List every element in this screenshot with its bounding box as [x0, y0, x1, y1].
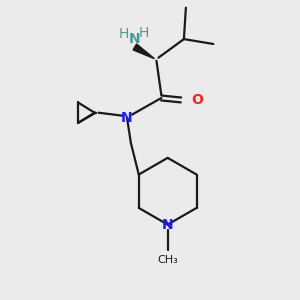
- Text: N: N: [129, 32, 141, 46]
- Text: N: N: [162, 218, 173, 232]
- Text: O: O: [191, 93, 203, 107]
- Text: H: H: [119, 27, 129, 41]
- Polygon shape: [133, 44, 154, 59]
- Text: H: H: [139, 26, 149, 40]
- Text: N: N: [121, 111, 133, 124]
- Text: CH₃: CH₃: [157, 255, 178, 265]
